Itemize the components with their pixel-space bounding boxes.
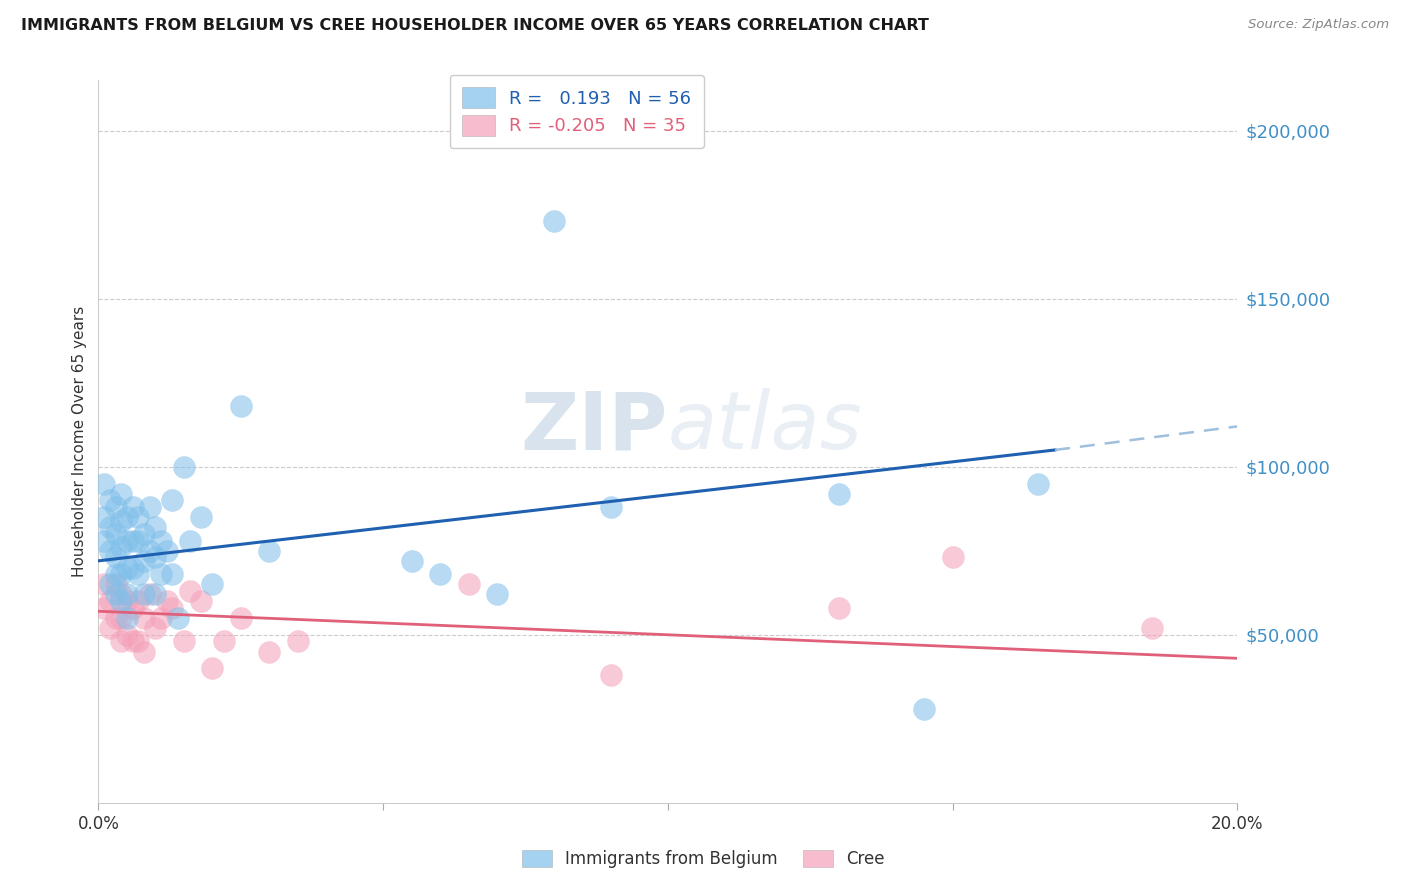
- Point: [828, 600, 851, 615]
- Point: [201, 661, 224, 675]
- Point: [132, 587, 155, 601]
- Point: [98, 543, 121, 558]
- Point: [162, 600, 184, 615]
- Point: [121, 500, 143, 514]
- Point: [110, 587, 132, 601]
- Point: [115, 587, 138, 601]
- Point: [115, 611, 138, 625]
- Point: [1026, 476, 1049, 491]
- Point: [486, 587, 509, 601]
- Legend: R =   0.193   N = 56, R = -0.205   N = 35: R = 0.193 N = 56, R = -0.205 N = 35: [450, 75, 704, 148]
- Point: [156, 594, 179, 608]
- Point: [138, 543, 160, 558]
- Point: [179, 533, 201, 548]
- Point: [600, 500, 623, 514]
- Point: [179, 584, 201, 599]
- Point: [98, 493, 121, 508]
- Point: [138, 587, 160, 601]
- Point: [93, 476, 115, 491]
- Point: [150, 611, 173, 625]
- Point: [150, 533, 173, 548]
- Point: [229, 399, 252, 413]
- Text: atlas: atlas: [668, 388, 863, 467]
- Point: [229, 611, 252, 625]
- Point: [104, 567, 127, 582]
- Point: [145, 587, 167, 601]
- Point: [173, 634, 195, 648]
- Point: [156, 543, 179, 558]
- Point: [127, 567, 149, 582]
- Point: [121, 560, 143, 574]
- Point: [98, 520, 121, 534]
- Text: Source: ZipAtlas.com: Source: ZipAtlas.com: [1249, 18, 1389, 31]
- Point: [104, 611, 127, 625]
- Point: [110, 486, 132, 500]
- Point: [259, 543, 281, 558]
- Point: [127, 510, 149, 524]
- Point: [104, 527, 127, 541]
- Point: [121, 634, 143, 648]
- Point: [93, 577, 115, 591]
- Point: [259, 644, 281, 658]
- Point: [132, 644, 155, 658]
- Point: [828, 486, 851, 500]
- Point: [543, 214, 565, 228]
- Point: [121, 533, 143, 548]
- Point: [212, 634, 235, 648]
- Point: [98, 594, 121, 608]
- Point: [121, 600, 143, 615]
- Point: [104, 500, 127, 514]
- Point: [429, 567, 451, 582]
- Point: [457, 577, 479, 591]
- Point: [132, 527, 155, 541]
- Point: [201, 577, 224, 591]
- Point: [190, 594, 212, 608]
- Point: [115, 533, 138, 548]
- Point: [127, 533, 149, 548]
- Y-axis label: Householder Income Over 65 years: Householder Income Over 65 years: [72, 306, 87, 577]
- Point: [1140, 621, 1163, 635]
- Point: [167, 611, 190, 625]
- Point: [110, 567, 132, 582]
- Point: [110, 594, 132, 608]
- Point: [110, 541, 132, 555]
- Point: [115, 510, 138, 524]
- Point: [150, 567, 173, 582]
- Point: [93, 510, 115, 524]
- Point: [145, 550, 167, 565]
- Point: [942, 550, 965, 565]
- Point: [190, 510, 212, 524]
- Text: IMMIGRANTS FROM BELGIUM VS CREE HOUSEHOLDER INCOME OVER 65 YEARS CORRELATION CHA: IMMIGRANTS FROM BELGIUM VS CREE HOUSEHOL…: [21, 18, 929, 33]
- Point: [98, 621, 121, 635]
- Point: [600, 668, 623, 682]
- Point: [110, 634, 132, 648]
- Point: [401, 554, 423, 568]
- Point: [104, 577, 127, 591]
- Point: [110, 514, 132, 528]
- Point: [912, 702, 935, 716]
- Point: [145, 621, 167, 635]
- Point: [115, 560, 138, 574]
- Point: [127, 594, 149, 608]
- Point: [93, 600, 115, 615]
- Point: [162, 493, 184, 508]
- Point: [132, 554, 155, 568]
- Text: ZIP: ZIP: [520, 388, 668, 467]
- Point: [115, 594, 138, 608]
- Point: [93, 533, 115, 548]
- Point: [287, 634, 309, 648]
- Point: [104, 587, 127, 601]
- Point: [104, 550, 127, 565]
- Point: [162, 567, 184, 582]
- Point: [173, 459, 195, 474]
- Point: [145, 520, 167, 534]
- Point: [110, 611, 132, 625]
- Point: [127, 634, 149, 648]
- Point: [138, 500, 160, 514]
- Point: [132, 611, 155, 625]
- Point: [115, 628, 138, 642]
- Legend: Immigrants from Belgium, Cree: Immigrants from Belgium, Cree: [515, 843, 891, 875]
- Point: [98, 577, 121, 591]
